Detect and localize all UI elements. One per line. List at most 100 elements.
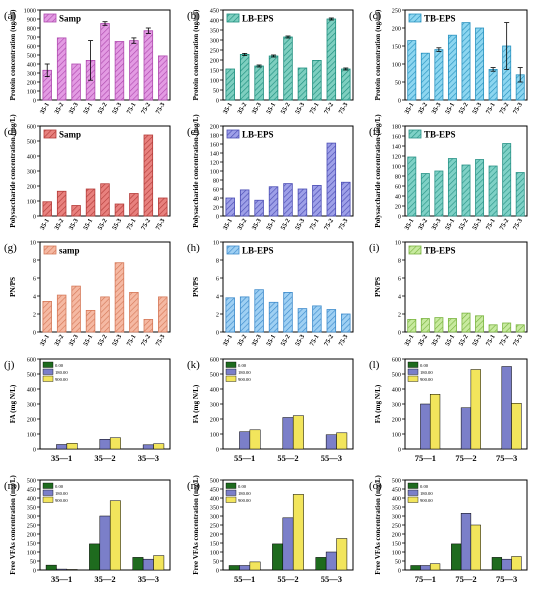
x-tick-label: 35-2 xyxy=(417,218,429,232)
x-tick-label: 35-2 xyxy=(417,334,429,348)
y-tick-label: 0 xyxy=(216,330,219,337)
y-tick-label: 200 xyxy=(210,532,219,539)
bar-b-4 xyxy=(283,36,293,101)
bar-c-5 xyxy=(475,27,485,101)
y-tick-label: 900 xyxy=(27,17,36,24)
x-tick-label: 35-1 xyxy=(222,102,234,116)
bar-g-6 xyxy=(129,291,139,333)
bar-b-0 xyxy=(225,68,235,101)
x-tick-label: 75-2 xyxy=(323,102,335,116)
x-tick-label: 75-2 xyxy=(140,218,152,232)
legend-label: 0.00 xyxy=(420,363,429,368)
y-tick-label: 400 xyxy=(210,496,219,503)
bar-a-5 xyxy=(114,41,125,101)
panel-f: 0 20 40 60 80 100 120 140 160 180 Polysaccharide c… xyxy=(369,114,528,232)
y-tick-label: 100 xyxy=(210,169,219,176)
bar-o-0-0 xyxy=(410,565,421,571)
bar-b-6 xyxy=(312,60,322,101)
x-tick-label: 75-2 xyxy=(498,102,510,116)
y-tick-label: 20 xyxy=(213,205,219,212)
y-tick-label: 140 xyxy=(392,144,401,151)
x-tick-label: 75-2 xyxy=(323,334,335,348)
bar-e-3 xyxy=(268,186,279,217)
bar-k-2-2 xyxy=(336,432,348,450)
legend-swatch xyxy=(225,361,237,368)
x-tick-label: 75-2 xyxy=(498,334,510,348)
y-tick-label: 400 xyxy=(27,62,36,69)
x-tick-label: 35-2 xyxy=(417,102,429,116)
legend-swatch xyxy=(225,482,237,489)
bar-k-1-2 xyxy=(325,434,337,450)
x-tick-label: 55-3 xyxy=(294,333,306,347)
x-tick-label: 55-3 xyxy=(111,333,123,347)
bar-f-2 xyxy=(434,170,444,217)
x-tick-label: 35-3 xyxy=(68,217,80,231)
x-tick-label: 55-1 xyxy=(444,334,456,348)
bar-i-8 xyxy=(515,324,525,333)
x-tick-label: 35-1 xyxy=(222,334,234,348)
bar-o-1-1 xyxy=(460,513,472,571)
y-tick-label: 100 xyxy=(392,550,401,557)
legend-label: 180.00 xyxy=(55,370,68,375)
bar-d-2 xyxy=(71,205,81,217)
y-tick-label: 300 xyxy=(210,402,219,409)
bar-b-8 xyxy=(341,68,351,101)
y-tick-label: 400 xyxy=(392,496,401,503)
bar-a-2 xyxy=(71,63,81,101)
bar-g-2 xyxy=(71,285,81,333)
bar-o-1-2 xyxy=(501,558,512,571)
x-tick-label: 35-1 xyxy=(39,218,51,232)
legend-label: TB-EPS xyxy=(424,14,456,24)
bar-h-4 xyxy=(283,291,293,333)
y-axis-title: FA (mg N/L) xyxy=(374,384,382,423)
y-axis-title: Polysaccharide concentration (mg/L) xyxy=(192,114,200,228)
legend-label: 900.00 xyxy=(420,377,433,382)
legend-label: Samp xyxy=(59,130,81,140)
y-tick-label: 150 xyxy=(210,68,219,75)
y-tick-label: 300 xyxy=(27,169,36,176)
bar-h-1 xyxy=(239,296,250,333)
y-tick-label: 350 xyxy=(210,28,219,35)
y-tick-label: 2 xyxy=(33,312,36,319)
bar-d-7 xyxy=(143,134,154,217)
legend-label: 180.00 xyxy=(238,491,251,496)
legend-swatch xyxy=(43,13,57,23)
bar-n-1-1 xyxy=(282,517,294,571)
y-tick-label: 500 xyxy=(392,372,401,379)
y-tick-label: 450 xyxy=(210,8,219,15)
y-tick-label: 2 xyxy=(398,312,401,319)
y-tick-label: 100 xyxy=(27,199,36,206)
panel-m: 0 50 100 150 200 250 300 350 400 450 500 Free VFAs … xyxy=(4,475,171,584)
bar-l-1-0 xyxy=(420,403,431,450)
bar-i-7 xyxy=(502,322,512,333)
y-tick-label: 300 xyxy=(210,38,219,45)
y-tick-label: 300 xyxy=(392,514,401,521)
bar-c-2 xyxy=(434,49,444,101)
legend-label: 900.00 xyxy=(238,498,251,503)
legend-swatch xyxy=(407,496,419,503)
bar-l-1-1 xyxy=(460,407,472,450)
bar-i-2 xyxy=(434,317,444,333)
bar-f-6 xyxy=(488,165,498,217)
y-axis-title: PN/PS xyxy=(374,277,382,297)
x-tick-label: 55-3 xyxy=(471,333,483,347)
x-tick-label: 35-2 xyxy=(236,102,248,116)
legend-label: 900.00 xyxy=(420,498,433,503)
x-tick-label: 35-2 xyxy=(53,218,65,232)
legend-swatch xyxy=(42,496,54,503)
bar-c-6 xyxy=(488,69,498,101)
bar-d-4 xyxy=(100,183,110,217)
bar-c-3 xyxy=(447,34,457,101)
bar-m-1-1 xyxy=(99,515,111,571)
legend-label: 0.00 xyxy=(238,363,247,368)
bar-h-0 xyxy=(225,297,235,333)
bar-e-2 xyxy=(254,199,264,217)
bar-b-1 xyxy=(239,54,250,101)
bar-j-2-2 xyxy=(153,443,165,450)
bar-n-0-0 xyxy=(228,565,240,571)
x-tick-label: 35-2 xyxy=(53,102,65,116)
bar-i-5 xyxy=(475,315,485,333)
y-axis-title: Free VFAs concentration (mg/L) xyxy=(374,475,382,575)
